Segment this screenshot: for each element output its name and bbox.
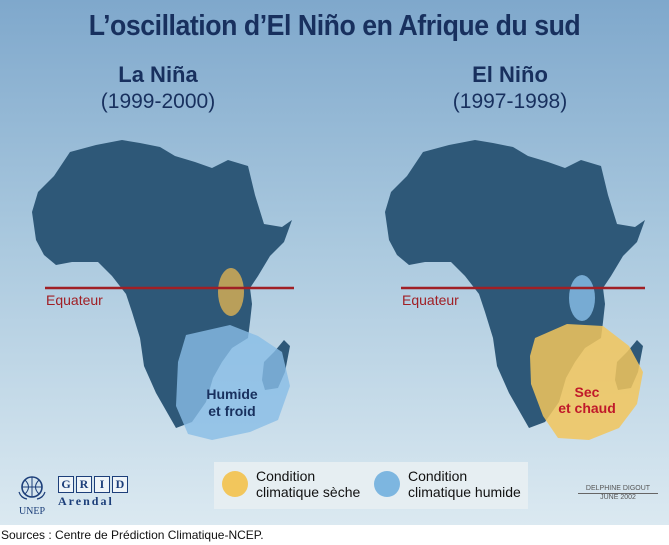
map-panel: L’oscillation d’El Niño en Afrique du su… — [0, 0, 669, 525]
equator-label: Equateur — [402, 292, 459, 308]
lanina-years: (1999-2000) — [100, 90, 216, 113]
legend-wet-line1: Condition — [408, 468, 468, 484]
africa-maps: Equateur Humide et froid Equateur Sec et… — [32, 140, 645, 440]
dry-zone-label-line1: Sec — [575, 384, 600, 400]
unep-logo: UNEP — [14, 474, 50, 517]
credit: DELPHINE DIGOUT JUNE 2002 — [578, 485, 658, 501]
grid-letter: D — [112, 476, 128, 493]
dry-zone-east-africa — [218, 268, 244, 316]
equator-label: Equateur — [46, 292, 103, 308]
legend-item-wet: Condition climatique humide — [374, 468, 538, 500]
wet-zone-southern-africa — [176, 325, 290, 440]
credit-date: JUNE 2002 — [600, 494, 636, 501]
legend-item-dry: Condition climatique sèche — [222, 468, 386, 500]
unep-label: UNEP — [18, 506, 46, 517]
grid-letter: R — [76, 476, 92, 493]
dry-swatch-icon — [222, 471, 248, 497]
wet-zone-label-line1: Humide — [206, 386, 258, 402]
credit-author: DELPHINE DIGOUT — [578, 485, 658, 494]
elnino-map: Equateur Sec et chaud — [385, 140, 645, 440]
dry-zone-label-line2: et chaud — [558, 400, 616, 416]
legend-dry-line1: Condition — [256, 468, 316, 484]
elnino-name: El Niño — [472, 62, 548, 87]
legend-dry-line2: climatique sèche — [256, 484, 361, 500]
lanina-heading: La Niña (1999-2000) — [58, 62, 258, 114]
grid-letter: G — [58, 476, 74, 493]
grid-arendal-logo: G R I D Arendal — [58, 476, 130, 509]
elnino-years: (1997-1998) — [452, 90, 568, 113]
grid-subtitle: Arendal — [58, 494, 114, 508]
sources-note: Sources : Centre de Prédiction Climatiqu… — [1, 528, 264, 542]
page-title: L’oscillation d’El Niño en Afrique du su… — [88, 10, 581, 42]
dry-zone-southern-africa — [530, 324, 643, 440]
grid-letter: I — [94, 476, 110, 493]
wet-zone-label-line2: et froid — [208, 403, 255, 419]
elnino-heading: El Niño (1997-1998) — [410, 62, 610, 114]
legend-wet-line2: climatique humide — [408, 484, 521, 500]
legend: Condition climatique sèche Condition cli… — [214, 462, 528, 509]
lanina-map: Equateur Humide et froid — [32, 140, 294, 440]
unep-emblem-icon — [18, 476, 46, 500]
wet-swatch-icon — [374, 471, 400, 497]
lanina-name: La Niña — [118, 62, 198, 87]
wet-zone-east-africa — [569, 275, 595, 321]
